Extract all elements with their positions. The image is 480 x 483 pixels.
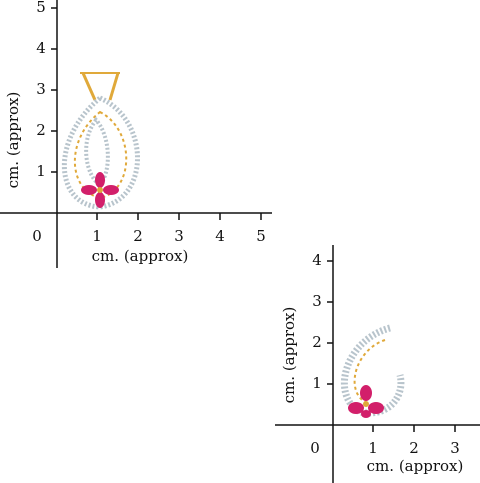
x-tick-label: 0	[32, 227, 42, 245]
y-tick-label: 5	[36, 0, 46, 16]
x-axis-label: cm. (approx)	[367, 457, 464, 475]
y-tick-label: 4	[36, 39, 46, 57]
y-tick-label: 3	[312, 292, 322, 310]
y-axis-label: cm. (approx)	[280, 307, 298, 404]
x-axis-label: cm. (approx)	[92, 247, 189, 265]
x-tick-label: 1	[92, 227, 102, 245]
x-tick-label: 3	[450, 439, 460, 457]
earring	[340, 324, 405, 418]
y-tick-label: 3	[36, 80, 46, 98]
x-tick-label: 2	[409, 439, 419, 457]
x-tick-label: 1	[368, 439, 378, 457]
x-tick-label: 4	[215, 227, 225, 245]
y-tick-label: 1	[36, 162, 46, 180]
y-tick-label: 2	[36, 121, 46, 139]
y-axis-label: cm. (approx)	[4, 92, 22, 189]
y-tick-label: 4	[312, 251, 322, 269]
pendant	[61, 72, 140, 210]
y-tick-label: 2	[312, 333, 322, 351]
x-tick-label: 2	[133, 227, 143, 245]
y-tick-label: 1	[312, 374, 322, 392]
x-tick-label: 0	[310, 439, 320, 457]
x-tick-label: 5	[256, 227, 266, 245]
x-tick-label: 3	[174, 227, 184, 245]
